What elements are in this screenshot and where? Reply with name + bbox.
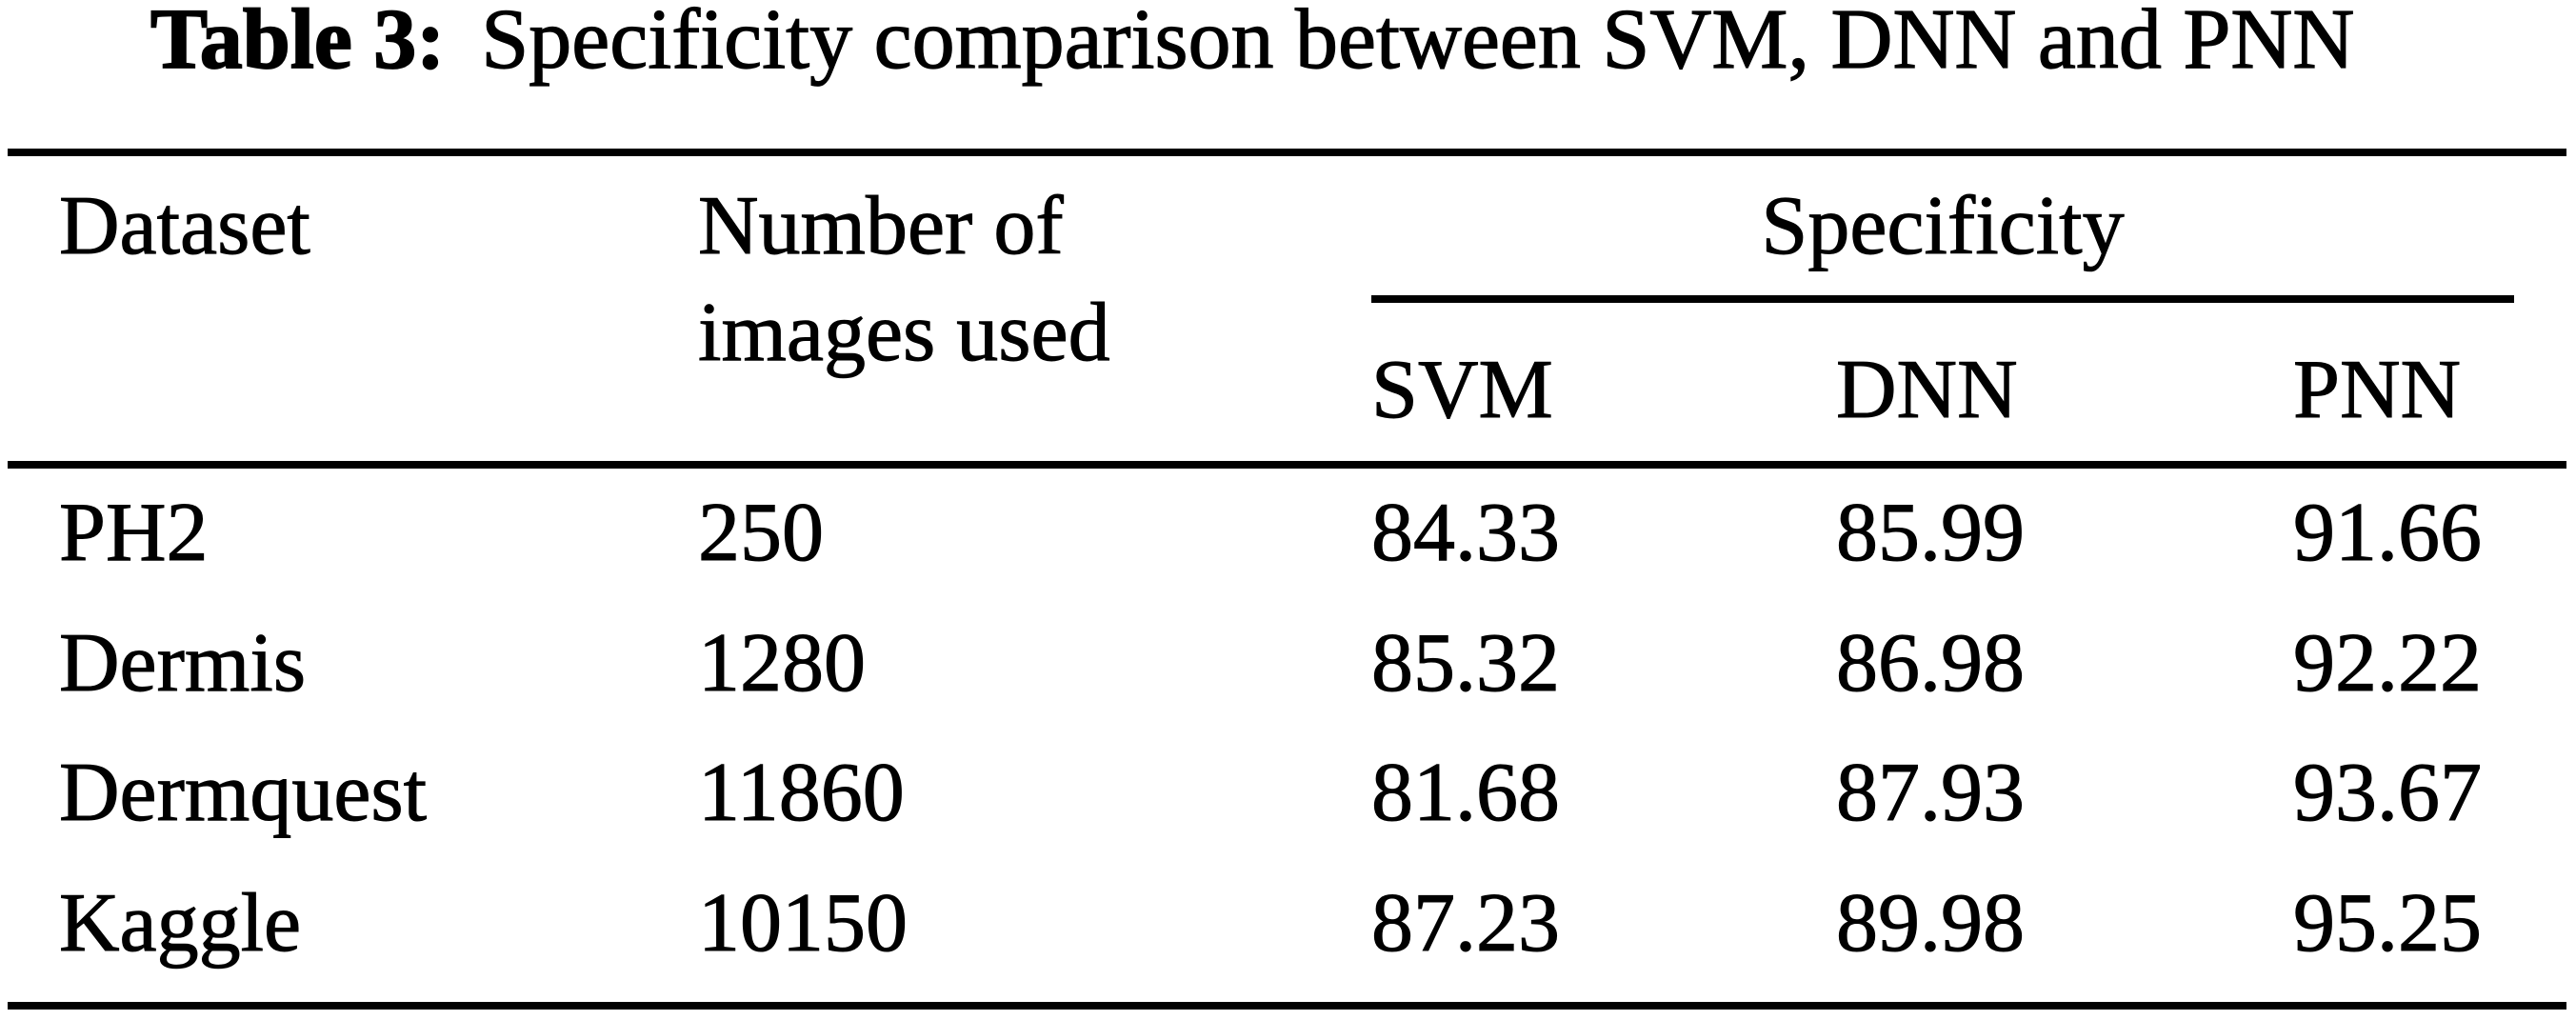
specificity-group-rule: [1371, 295, 2514, 303]
table-caption: Table 3: Specificity comparison between S…: [150, 0, 2355, 83]
table-caption-number: Table 3:: [150, 0, 446, 87]
col-header-images-line1: Number of: [698, 180, 1065, 272]
header-rule: [8, 461, 2566, 469]
col-header-specificity-group: Specificity: [1761, 180, 2125, 272]
cell-images-dermquest: 11860: [698, 747, 906, 839]
col-header-dataset: Dataset: [59, 180, 311, 272]
cell-dataset-dermis: Dermis: [58, 617, 307, 710]
cell-dataset-kaggle: Kaggle: [58, 877, 302, 970]
cell-pnn-dermis: 92.22: [2293, 617, 2483, 710]
col-header-dnn: DNN: [1836, 344, 2019, 436]
cell-dataset-dermquest: Dermquest: [58, 747, 428, 839]
cell-dnn-kaggle: 89.98: [1836, 877, 2026, 970]
col-header-pnn: PNN: [2292, 344, 2462, 436]
bottom-rule: [8, 1002, 2566, 1010]
cell-dnn-dermis: 86.98: [1836, 617, 2026, 710]
cell-svm-dermis: 85.32: [1371, 617, 1561, 710]
cell-svm-ph2: 84.33: [1371, 487, 1561, 579]
cell-dataset-ph2: PH2: [59, 487, 209, 579]
cell-images-ph2: 250: [698, 487, 825, 579]
cell-pnn-dermquest: 93.67: [2293, 747, 2483, 839]
cell-dnn-ph2: 85.99: [1836, 487, 2026, 579]
col-header-svm: SVM: [1371, 344, 1554, 436]
col-header-images-line2: images used: [698, 287, 1111, 379]
cell-svm-kaggle: 87.23: [1371, 877, 1561, 970]
cell-pnn-ph2: 91.66: [2293, 487, 2483, 579]
cell-images-dermis: 1280: [698, 617, 867, 710]
cell-svm-dermquest: 81.68: [1371, 747, 1561, 839]
cell-images-kaggle: 10150: [698, 877, 909, 970]
cell-dnn-dermquest: 87.93: [1836, 747, 2026, 839]
cell-pnn-kaggle: 95.25: [2293, 877, 2483, 970]
top-rule: [8, 149, 2566, 156]
table-caption-text: Specificity comparison between SVM, DNN …: [481, 0, 2355, 87]
